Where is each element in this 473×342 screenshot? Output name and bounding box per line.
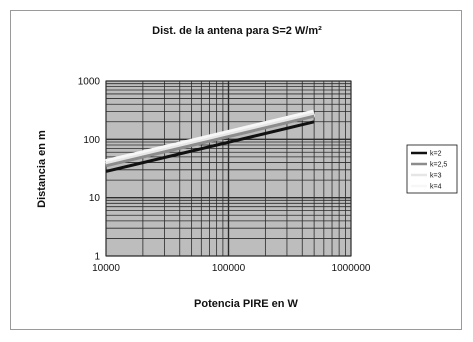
series-line bbox=[105, 114, 315, 168]
y-tick-label: 1000 bbox=[78, 77, 101, 88]
y-tick-label: 10 bbox=[89, 193, 101, 204]
x-tick-label: 100000 bbox=[212, 263, 246, 274]
grid-layer bbox=[105, 80, 352, 257]
series-layer bbox=[105, 109, 315, 173]
legend-label: k=4 bbox=[430, 184, 442, 191]
chart-svg: Dist. de la antena para S=2 W/m² 10000 10… bbox=[36, 25, 458, 310]
tick-layer: 10000 100000 1000000 1 10 100 1000 bbox=[78, 77, 371, 275]
legend-label: k=2,5 bbox=[430, 162, 447, 169]
legend-label: k=3 bbox=[430, 173, 442, 180]
y-axis-label: Distancia en m bbox=[36, 130, 48, 208]
legend: k=2 k=2,5 k=3 k=4 bbox=[406, 144, 458, 194]
x-tick-label: 1000000 bbox=[332, 263, 371, 274]
y-tick-label: 1 bbox=[94, 252, 100, 263]
legend-label: k=2 bbox=[430, 151, 442, 158]
x-tick-label: 10000 bbox=[92, 263, 120, 274]
chart-title: Dist. de la antena para S=2 W/m² bbox=[152, 25, 322, 37]
chart-frame: Dist. de la antena para S=2 W/m² 10000 10… bbox=[10, 10, 462, 330]
x-axis-label: Potencia PIRE en W bbox=[194, 298, 299, 310]
series-line bbox=[105, 120, 315, 173]
y-tick-label: 100 bbox=[83, 135, 100, 146]
